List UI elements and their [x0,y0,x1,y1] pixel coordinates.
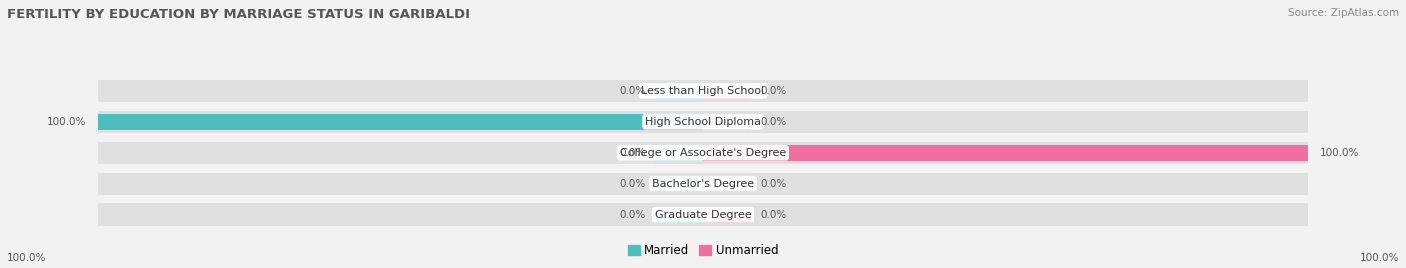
Bar [655,83,703,99]
Text: Bachelor's Degree: Bachelor's Degree [652,179,754,189]
Text: Graduate Degree: Graduate Degree [655,210,751,219]
Bar [98,173,1308,195]
Bar [98,80,1308,102]
Bar [703,83,751,99]
Text: 100.0%: 100.0% [1360,253,1399,263]
Bar [703,145,1308,161]
Bar [655,176,703,192]
Text: 0.0%: 0.0% [619,148,645,158]
Bar [703,176,751,192]
Text: 100.0%: 100.0% [46,117,86,127]
Text: 100.0%: 100.0% [7,253,46,263]
Text: 0.0%: 0.0% [761,86,787,96]
Bar [98,111,1308,133]
Text: 0.0%: 0.0% [761,179,787,189]
Bar [703,114,751,130]
Text: 100.0%: 100.0% [1320,148,1360,158]
Text: 0.0%: 0.0% [761,117,787,127]
Text: 0.0%: 0.0% [619,86,645,96]
Bar [655,207,703,223]
Bar [98,114,703,130]
Text: College or Associate's Degree: College or Associate's Degree [620,148,786,158]
Bar [655,145,703,161]
Text: Less than High School: Less than High School [641,86,765,96]
Text: High School Diploma: High School Diploma [645,117,761,127]
Bar [98,203,1308,226]
Bar [703,207,751,223]
Text: FERTILITY BY EDUCATION BY MARRIAGE STATUS IN GARIBALDI: FERTILITY BY EDUCATION BY MARRIAGE STATU… [7,8,470,21]
Text: 0.0%: 0.0% [619,210,645,219]
Bar [98,142,1308,164]
Text: 0.0%: 0.0% [619,179,645,189]
Legend: Married, Unmarried: Married, Unmarried [623,240,783,262]
Text: 0.0%: 0.0% [761,210,787,219]
Text: Source: ZipAtlas.com: Source: ZipAtlas.com [1288,8,1399,18]
